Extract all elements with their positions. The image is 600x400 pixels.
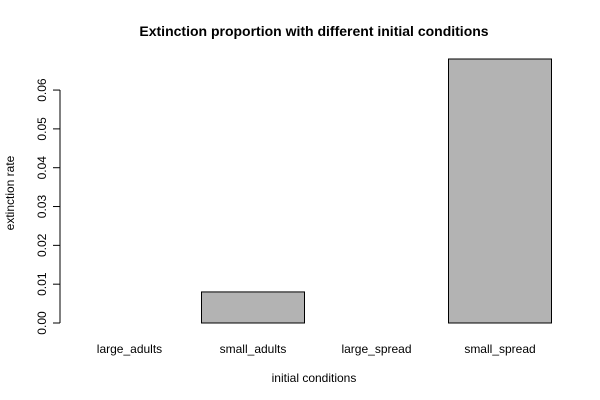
bar-small_adults	[201, 291, 305, 324]
chart-title: Extinction proportion with different ini…	[139, 23, 488, 39]
y-tick-label: 0.03	[35, 195, 49, 219]
y-tick-label: 0.01	[35, 272, 49, 296]
x-tick-label: small_spread	[464, 342, 535, 356]
y-axis-label: extinction rate	[3, 155, 17, 230]
bar-small_spread	[448, 58, 552, 324]
x-axis-label: initial conditions	[272, 371, 357, 385]
y-tick-label: 0.05	[35, 117, 49, 141]
x-tick-label: large_spread	[341, 342, 411, 356]
y-tick-label: 0.00	[35, 311, 49, 335]
y-tick-label: 0.06	[35, 78, 49, 102]
x-tick-labels: large_adults small_adults large_spread smal…	[97, 342, 536, 356]
y-tick-label: 0.04	[35, 156, 49, 180]
y-axis: 0.00 0.01 0.02 0.03 0.04 0.05 0.06	[35, 78, 61, 335]
bars-group	[201, 58, 552, 324]
x-tick-label: small_adults	[220, 342, 287, 356]
x-tick-label: large_adults	[97, 342, 162, 356]
y-tick-label: 0.02	[35, 233, 49, 257]
